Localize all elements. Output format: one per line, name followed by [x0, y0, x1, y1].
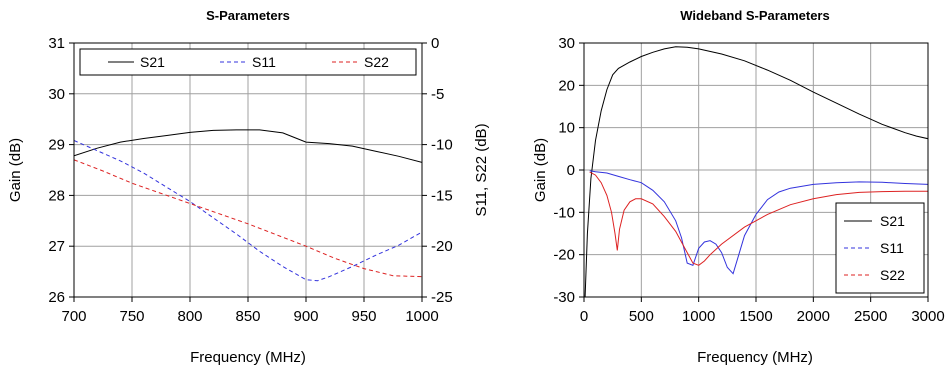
y-tick-label: 29 — [48, 137, 65, 154]
x-tick-label: 800 — [177, 308, 202, 325]
legend-label: S22 — [880, 267, 905, 283]
series-line-s11 — [74, 140, 422, 282]
x-tick-label: 850 — [235, 308, 260, 325]
chart-s-parameters: S-Parameters Frequency (MHz) Gain (dB) S… — [7, 8, 490, 366]
series-group — [74, 129, 422, 282]
y-tick-label: 28 — [48, 187, 65, 204]
y2-tick-label: -20 — [431, 238, 453, 255]
series-line-s22 — [589, 171, 928, 266]
x-tick-label: 750 — [119, 308, 144, 325]
chart-title: Wideband S-Parameters — [680, 8, 829, 23]
y-tick-label: 30 — [558, 35, 575, 52]
y2-tick-label: -15 — [431, 187, 453, 204]
legend-label: S21 — [140, 54, 165, 70]
tick-labels: 700 750 800 850 900 950 1000 26 27 28 29 30 31 -25 -20… — [48, 35, 452, 325]
x-tick-label: 1500 — [739, 308, 772, 325]
y2-tick-label: -10 — [431, 137, 453, 154]
y-tick-label: 20 — [558, 77, 575, 94]
y2-tick-label: -5 — [431, 86, 444, 103]
series-line-s21 — [584, 46, 928, 297]
legend-label: S11 — [252, 54, 276, 70]
y-axis-label: Gain (dB) — [532, 138, 549, 202]
y-axis-label: Gain (dB) — [7, 138, 24, 202]
x-tick-label: 2000 — [797, 308, 830, 325]
x-tick-label: 500 — [629, 308, 654, 325]
x-tick-label: 950 — [351, 308, 376, 325]
series-line-s11 — [589, 170, 928, 275]
chart-title: S-Parameters — [206, 8, 290, 23]
x-tick-label: 900 — [293, 308, 318, 325]
y-tick-label: 0 — [567, 162, 575, 179]
y2-tick-label: 0 — [431, 35, 439, 52]
grid — [69, 42, 427, 302]
x-tick-label: 1000 — [682, 308, 715, 325]
legend-label: S22 — [364, 54, 389, 70]
legend: S21 S11 S22 — [79, 48, 417, 76]
x-axis-label: Frequency (MHz) — [190, 349, 306, 366]
series-group — [584, 46, 928, 297]
y-tick-label: 30 — [48, 86, 65, 103]
x-tick-label: 700 — [61, 308, 86, 325]
x-tick-label: 0 — [580, 308, 588, 325]
series-line-s22 — [74, 159, 422, 278]
x-tick-label: 2500 — [854, 308, 887, 325]
y-tick-label: 27 — [48, 238, 65, 255]
y-tick-label: -20 — [553, 247, 575, 264]
legend-box — [835, 202, 925, 294]
x-tick-label: 3000 — [911, 308, 944, 325]
y-tick-label: 10 — [558, 120, 575, 137]
series-line-s21 — [74, 129, 422, 163]
plot-frame — [583, 42, 929, 298]
legend: S21 S11 S22 — [835, 202, 925, 294]
y-tick-label: 31 — [48, 35, 65, 52]
x-tick-label: 1000 — [405, 308, 438, 325]
plot-frame — [73, 42, 423, 298]
y2-axis-label: S11, S22 (dB) — [473, 123, 490, 216]
tick-labels: 0 500 1000 1500 2000 2500 3000 -30 -20 -10 0 10 20 30 — [553, 35, 944, 325]
chart-wideband-s-parameters: Wideband S-Parameters Frequency (MHz) Ga… — [532, 8, 945, 366]
y-tick-label: -10 — [553, 204, 575, 221]
y-tick-label: -30 — [553, 289, 575, 306]
legend-label: S21 — [880, 213, 905, 229]
legend-label: S11 — [880, 240, 904, 256]
x-axis-label: Frequency (MHz) — [697, 349, 813, 366]
y-tick-label: 26 — [48, 289, 65, 306]
y2-tick-label: -25 — [431, 289, 453, 306]
legend-box — [79, 48, 417, 76]
